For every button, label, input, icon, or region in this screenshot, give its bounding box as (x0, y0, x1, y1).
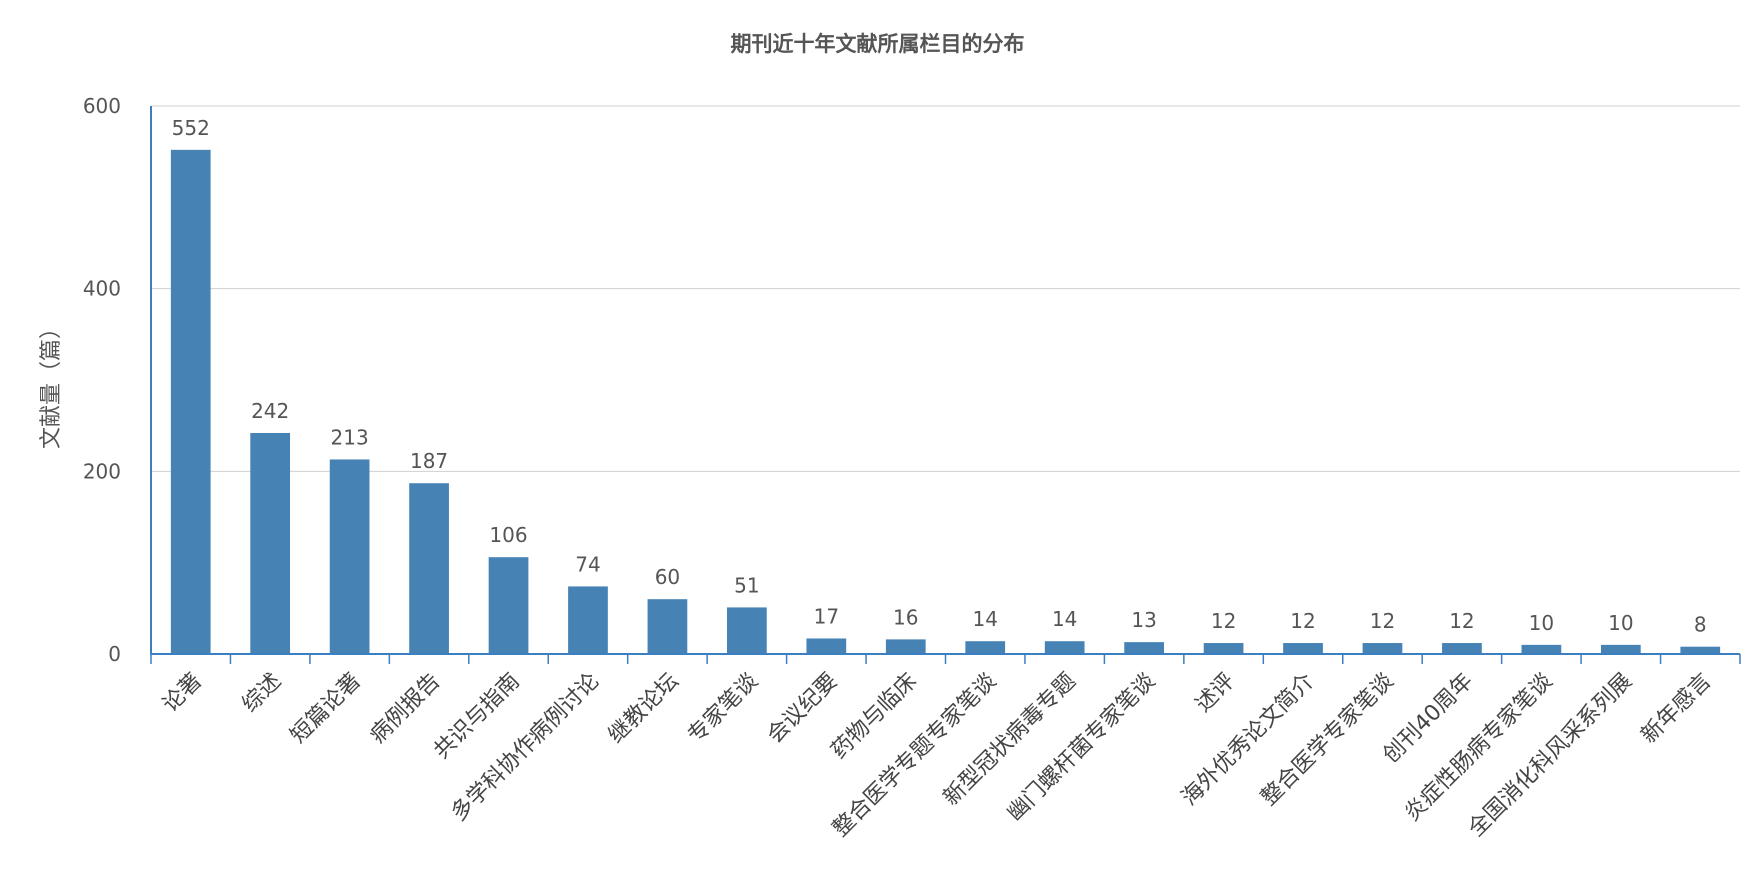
x-tick-label: 专家笔谈 (683, 669, 763, 749)
data-label: 13 (1131, 608, 1156, 632)
x-tick-label: 新型冠状病毒专题 (939, 669, 1081, 811)
data-labels: 552 242 213 187 106 74 60 51 17 16 14 14 13 12 12 12 12 1… (172, 116, 1707, 637)
data-label: 16 (893, 605, 918, 629)
bar (1044, 641, 1085, 654)
data-label: 51 (734, 573, 759, 597)
x-tick-label: 短篇论著 (286, 669, 366, 749)
data-label: 10 (1608, 611, 1633, 635)
data-label: 17 (814, 604, 839, 628)
bar (329, 459, 370, 654)
x-tick-label: 全国消化科风采系列展 (1464, 669, 1637, 842)
x-tick-label: 幽门螺杆菌专家笔谈 (1003, 669, 1161, 827)
axes (150, 106, 1741, 664)
x-tick-label: 论著 (158, 669, 207, 718)
data-label: 74 (575, 552, 600, 576)
bar (806, 638, 847, 654)
bar (885, 639, 926, 654)
bar (409, 483, 449, 654)
bar (250, 432, 291, 654)
data-label: 242 (251, 399, 289, 423)
data-label: 12 (1449, 609, 1474, 633)
bar (1521, 644, 1562, 654)
bar (488, 557, 529, 654)
bar (965, 641, 1006, 654)
bar (1442, 643, 1482, 654)
bar (1680, 646, 1721, 654)
bar (1203, 643, 1244, 654)
x-tick-label: 会议纪要 (763, 669, 843, 749)
y-tick-label: 400 (83, 277, 121, 301)
bar (1362, 643, 1403, 654)
bar (727, 607, 767, 654)
data-label: 8 (1694, 613, 1707, 637)
bar (1283, 643, 1323, 654)
x-tick-label: 病例报告 (365, 669, 445, 749)
grid-lines (151, 105, 1740, 472)
bar (1124, 642, 1164, 654)
data-label: 106 (489, 523, 527, 547)
x-tick-label: 整合医学专家笔谈 (1257, 669, 1399, 811)
x-tick-label: 新年感言 (1637, 669, 1717, 749)
y-tick-label: 0 (108, 642, 121, 666)
data-label: 10 (1529, 611, 1554, 635)
x-tick-label: 述评 (1191, 669, 1240, 718)
y-tick-label: 600 (83, 94, 121, 118)
y-tick-label: 200 (83, 459, 121, 483)
y-axis-label: 文献量（篇） (39, 317, 64, 449)
data-label: 14 (1052, 607, 1077, 631)
bar (647, 599, 688, 654)
x-tick-label: 多学科协作病例讨论 (447, 669, 605, 827)
x-tick-label: 炎症性肠病专家笔谈 (1400, 669, 1558, 827)
bar (170, 149, 211, 654)
data-label: 14 (972, 607, 997, 631)
data-label: 187 (410, 449, 448, 473)
data-label: 213 (331, 425, 369, 449)
data-label: 552 (172, 116, 210, 140)
bar (568, 586, 608, 654)
x-tick-label: 综述 (238, 669, 287, 718)
x-tick-label: 继教论坛 (604, 669, 684, 749)
chart-title: 期刊近十年文献所属栏目的分布 (730, 32, 1025, 56)
data-label: 60 (655, 565, 680, 589)
data-label: 12 (1290, 609, 1315, 633)
data-label: 12 (1370, 609, 1395, 633)
x-tick-label: 海外优秀论文简介 (1177, 669, 1319, 811)
y-tick-labels: 0 200 400 600 (83, 94, 121, 666)
data-label: 12 (1211, 609, 1236, 633)
bars (170, 149, 1721, 654)
bar (1600, 644, 1641, 654)
